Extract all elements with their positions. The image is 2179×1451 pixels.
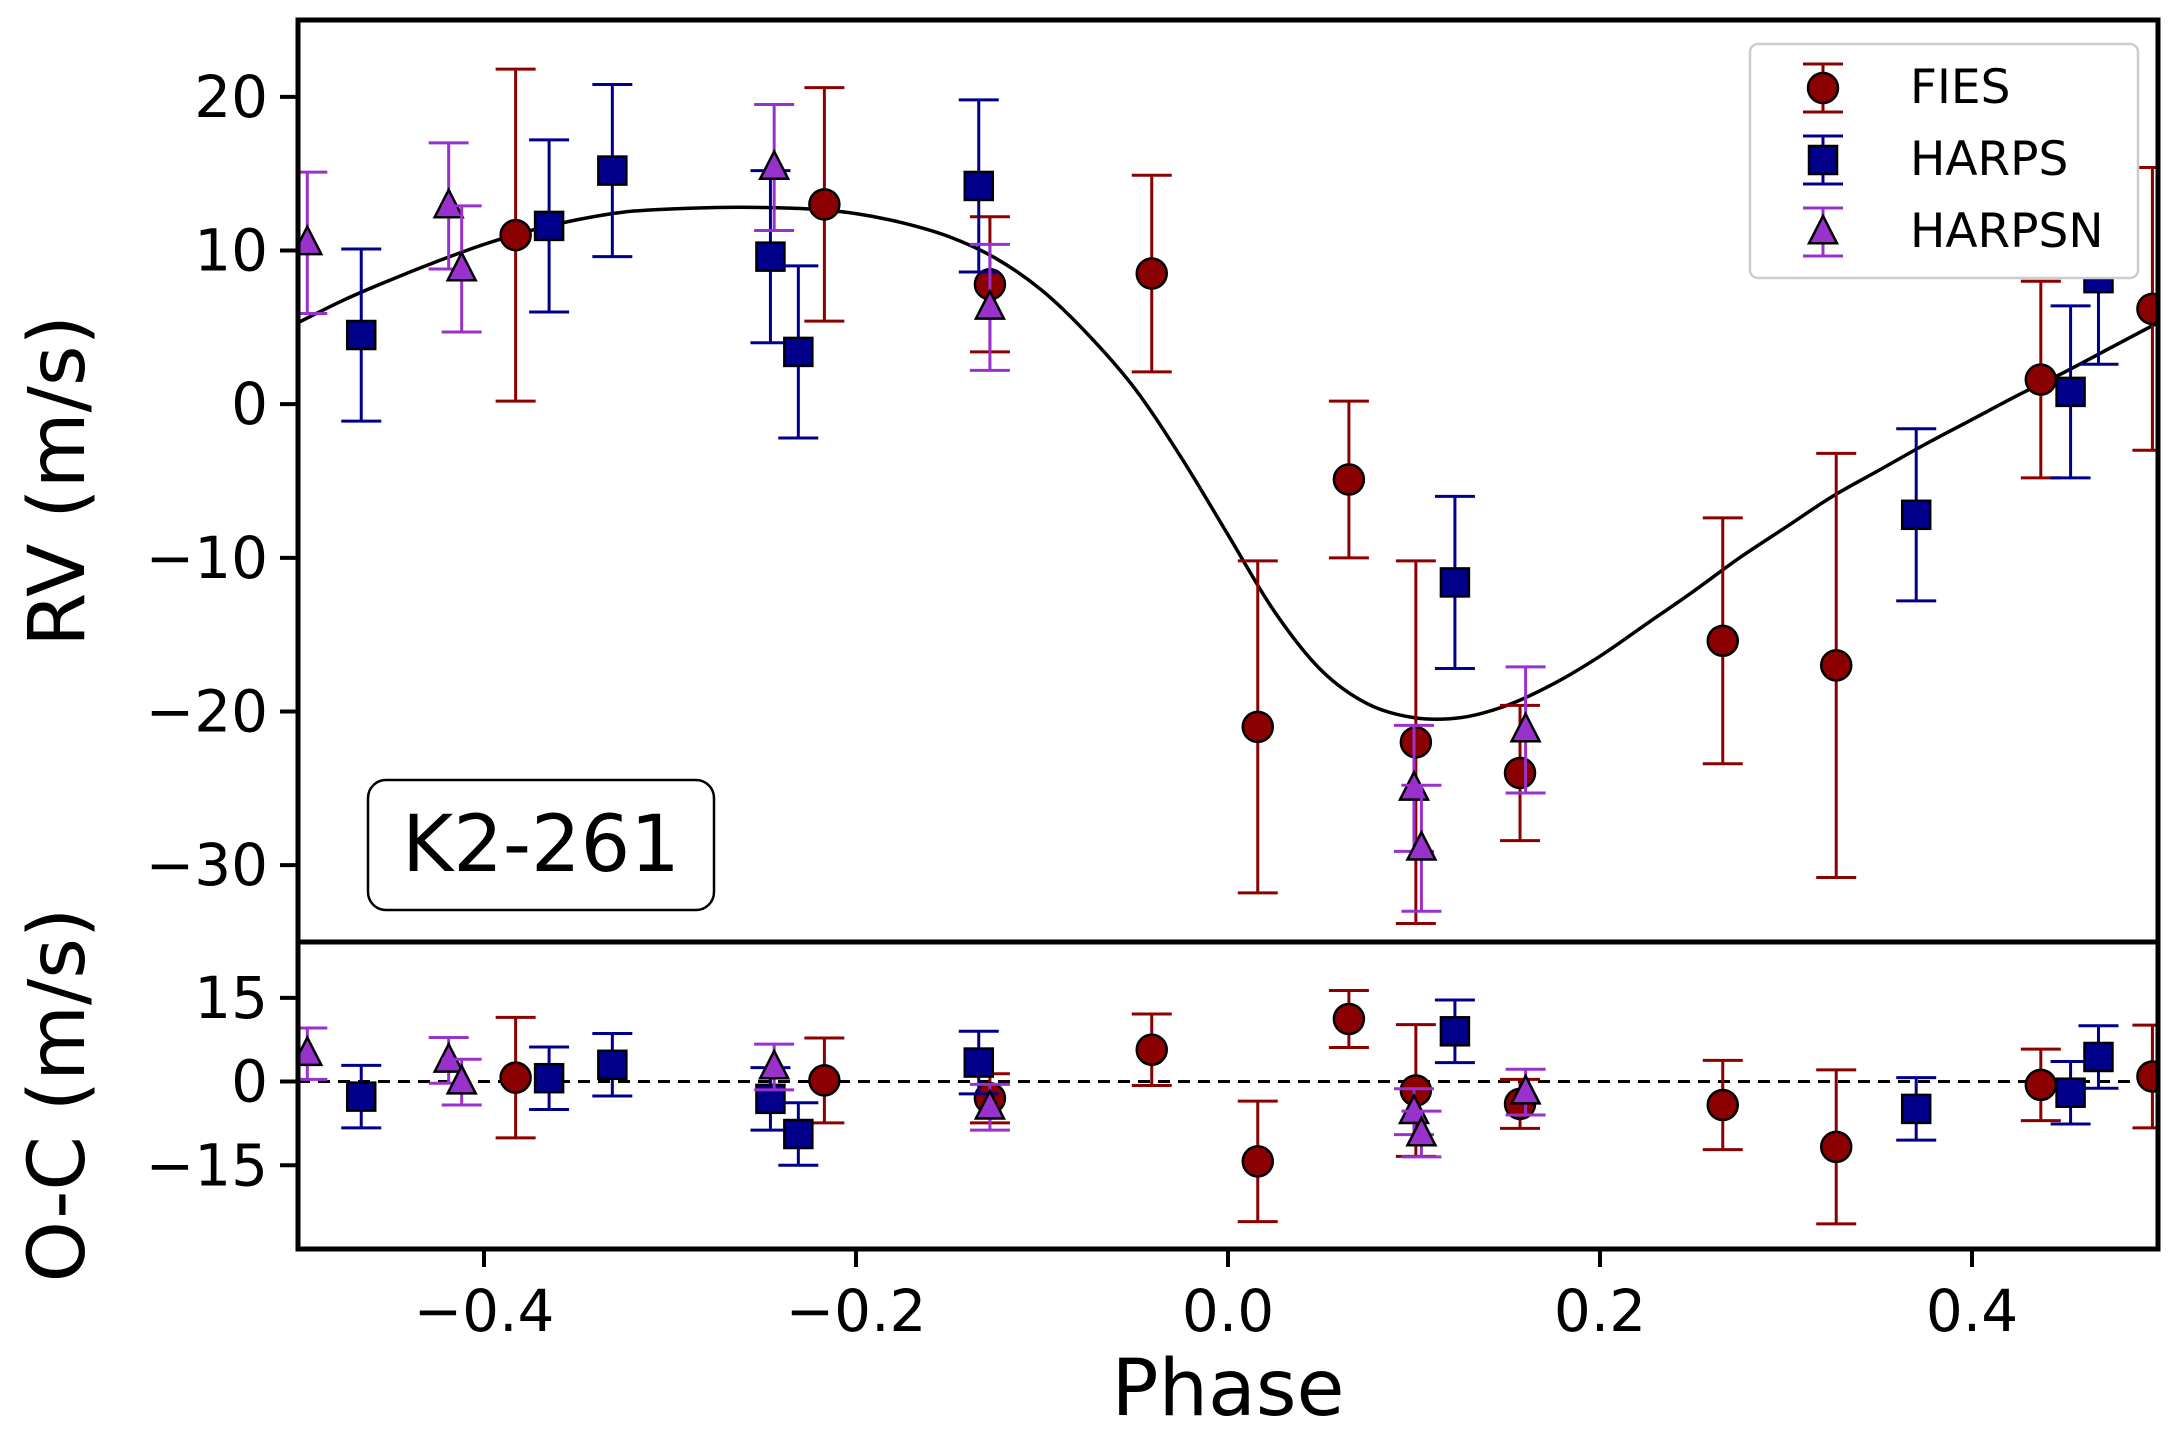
fies-residual-point bbox=[1135, 1033, 1168, 1066]
x-tick-label: 0.4 bbox=[1926, 1277, 2018, 1345]
harps-rv-point bbox=[1439, 567, 1471, 598]
harpsn-rv-point bbox=[1405, 829, 1438, 861]
harps-residual-point bbox=[783, 1118, 814, 1150]
legend-label-harpsn: HARPSN bbox=[1910, 204, 2104, 259]
residual-data-points bbox=[298, 989, 2158, 1226]
harps-residual-point bbox=[1900, 1093, 1932, 1125]
fies-residual-point bbox=[1241, 1145, 1275, 1178]
legend-harpsn-marker bbox=[1806, 213, 1840, 245]
fies-rv-point bbox=[1399, 725, 1433, 759]
harpsn-residual-point bbox=[1405, 1115, 1438, 1147]
legend-label-fies: FIES bbox=[1910, 60, 2010, 115]
rv-y-tick-label: −20 bbox=[146, 678, 268, 746]
rv-y-axis-title: RV (m/s) bbox=[13, 315, 103, 647]
fies-rv-point bbox=[2136, 292, 2158, 326]
x-tick-label: −0.2 bbox=[786, 1277, 927, 1345]
target-annotation: K2-261 bbox=[366, 778, 716, 912]
phase-x-ticks: −0.4 −0.2 0.0 0.2 0.4 bbox=[414, 1249, 2018, 1345]
fies-residual-point bbox=[2136, 1060, 2158, 1093]
rv-y-tick-label: 10 bbox=[194, 217, 268, 285]
legend-frame bbox=[1748, 42, 2140, 280]
rv-model-curve bbox=[298, 205, 2158, 722]
fies-residual-point bbox=[1706, 1088, 1740, 1122]
residual-y-ticks: 15 0 −15 bbox=[146, 964, 298, 1199]
fies-rv-point bbox=[2024, 363, 2058, 396]
harpsn-rv-point bbox=[445, 250, 478, 282]
legend-harps-marker bbox=[1807, 144, 1839, 176]
rv-panel: 20 10 0 −10 −20 −30 bbox=[146, 63, 2158, 926]
rv-y-ticks: 20 10 0 −10 −20 −30 bbox=[146, 63, 298, 899]
fies-rv-point bbox=[1819, 649, 1853, 682]
residual-y-tick-label: −15 bbox=[146, 1131, 268, 1199]
harps-rv-point bbox=[1900, 499, 1932, 531]
harpsn-residual-point bbox=[758, 1048, 791, 1080]
x-axis-title: Phase bbox=[1112, 1344, 1345, 1434]
harpsn-residual-point bbox=[1509, 1073, 1542, 1105]
annotation-label: K2-261 bbox=[402, 800, 680, 890]
rv-data-points bbox=[298, 67, 2158, 926]
harpsn-residual-point bbox=[973, 1088, 1006, 1120]
harpsn-rv-point bbox=[432, 187, 465, 219]
fies-residual-point bbox=[1819, 1130, 1853, 1164]
rv-y-tick-label: 0 bbox=[231, 370, 268, 438]
fies-residual-point bbox=[2024, 1068, 2058, 1102]
fies-residual-point bbox=[808, 1064, 841, 1097]
fies-rv-point bbox=[808, 188, 841, 221]
x-tick-label: −0.4 bbox=[414, 1277, 555, 1345]
harps-rv-point bbox=[963, 170, 995, 202]
harps-residual-point bbox=[2083, 1041, 2114, 1073]
harps-rv-point bbox=[345, 319, 377, 351]
harps-residual-point bbox=[597, 1049, 628, 1081]
rv-y-tick-label: −10 bbox=[146, 524, 268, 592]
x-tick-label: 0.2 bbox=[1554, 1277, 1646, 1345]
residual-y-tick-label: 15 bbox=[194, 964, 268, 1032]
harps-rv-point bbox=[597, 155, 628, 186]
fies-rv-point bbox=[1332, 463, 1366, 496]
rv-y-tick-label: −30 bbox=[146, 831, 268, 899]
residual-panel: 15 0 −15 bbox=[146, 964, 2158, 1226]
fies-residual-point bbox=[1332, 1002, 1366, 1036]
harpsn-rv-point bbox=[1509, 711, 1542, 743]
residual-panel-frame bbox=[295, 939, 2161, 1252]
harps-residual-point bbox=[2055, 1077, 2086, 1108]
fies-residual-point bbox=[499, 1061, 532, 1094]
harpsn-rv-point bbox=[758, 148, 791, 181]
annotation-box bbox=[366, 778, 716, 912]
fies-rv-point bbox=[1241, 710, 1275, 744]
harps-rv-point bbox=[783, 336, 814, 368]
harps-residual-point bbox=[963, 1047, 995, 1078]
harps-residual-point bbox=[533, 1062, 565, 1094]
fies-rv-point bbox=[1706, 624, 1740, 658]
residual-y-axis-title: O-C (m/s) bbox=[13, 908, 103, 1283]
residual-y-tick-label: 0 bbox=[231, 1048, 268, 1116]
legend: FIES HARPS HARPSN bbox=[1748, 42, 2140, 280]
harps-residual-point bbox=[345, 1081, 377, 1112]
legend-label-harps: HARPS bbox=[1910, 132, 2068, 187]
rv-y-tick-label: 20 bbox=[194, 63, 268, 131]
fies-rv-point bbox=[1503, 756, 1537, 790]
legend-fies-marker bbox=[1806, 71, 1840, 105]
harpsn-rv-point bbox=[973, 288, 1006, 320]
fies-rv-point bbox=[1135, 257, 1168, 290]
fies-rv-point bbox=[499, 218, 532, 252]
harps-rv-point bbox=[2055, 376, 2086, 408]
harps-residual-point bbox=[1439, 1016, 1471, 1047]
harpsn-residual-point bbox=[445, 1063, 478, 1095]
harps-rv-point bbox=[533, 210, 565, 242]
x-tick-label: 0.0 bbox=[1182, 1277, 1274, 1345]
